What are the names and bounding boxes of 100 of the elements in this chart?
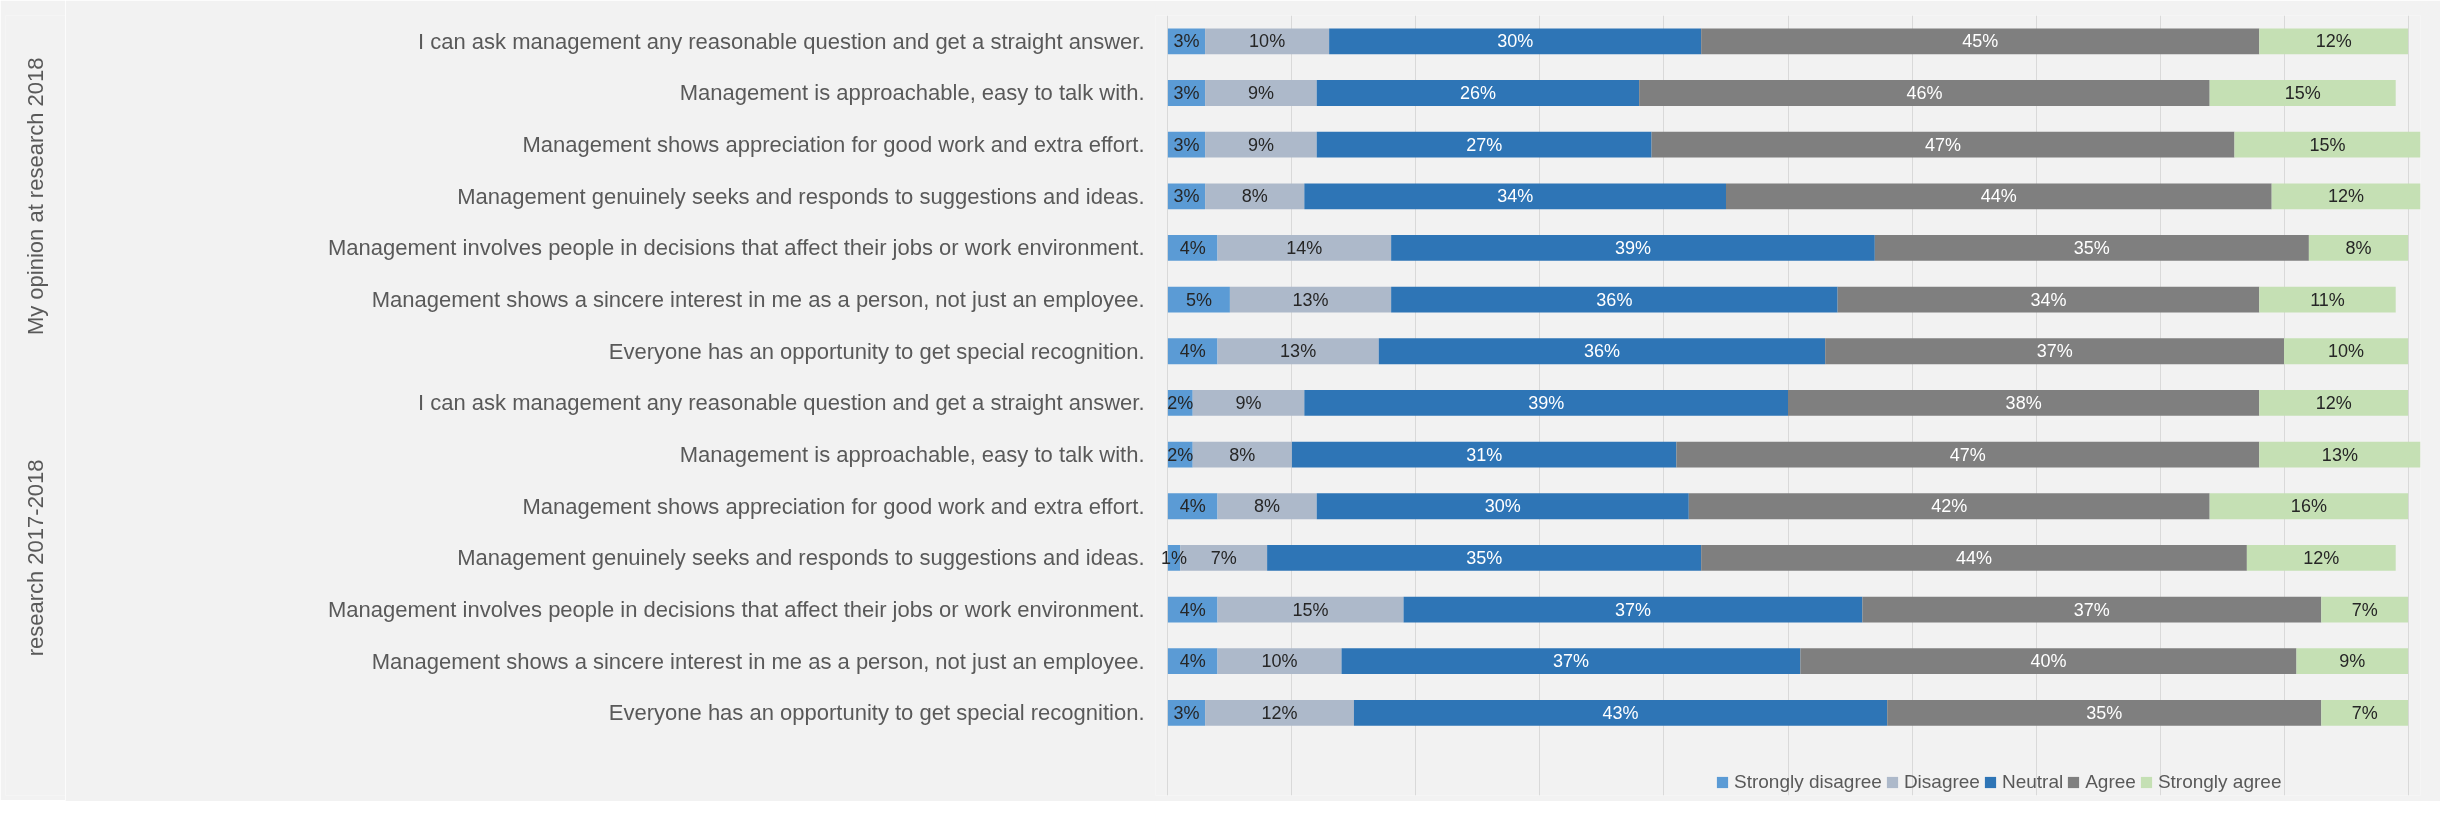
bar — [1329, 28, 1702, 55]
bar — [2246, 544, 2396, 571]
bar — [2259, 286, 2396, 313]
bar — [1316, 131, 1652, 158]
data-label: 4% — [1179, 496, 1206, 517]
bar — [1862, 596, 2322, 623]
legend-label: Disagree — [1903, 771, 1980, 793]
data-label: 38% — [2005, 392, 2042, 413]
bar — [2321, 596, 2409, 623]
bar — [1205, 131, 1317, 158]
bar — [1205, 80, 1317, 106]
bar — [1205, 183, 1305, 210]
data-label: 7% — [2351, 702, 2378, 723]
bar — [1217, 338, 1379, 365]
data-label: 4% — [1179, 341, 1206, 362]
data-label: 3% — [1173, 134, 1200, 155]
bar — [2321, 699, 2409, 726]
data-label: 42% — [1931, 496, 1968, 517]
bar — [1267, 544, 1702, 571]
data-label: 3% — [1173, 31, 1200, 52]
bar — [1217, 235, 1392, 261]
data-label: 9% — [1247, 134, 1274, 155]
data-label: 12% — [2315, 392, 2352, 413]
bar — [1391, 286, 1838, 313]
y-tick-label: Management shows a sincere interest in me as a person, not just an employee. — [371, 648, 1145, 674]
y-tick-label: Management involves people in decisions that affect their jobs or work environment. — [328, 235, 1145, 261]
data-label: 12% — [2328, 186, 2365, 207]
bar — [1837, 286, 2260, 313]
data-label: 12% — [1261, 702, 1298, 723]
data-label: 37% — [2036, 341, 2073, 362]
data-label: 15% — [1292, 599, 1329, 620]
data-label: 35% — [2086, 702, 2123, 723]
data-label: 1% — [1161, 547, 1188, 568]
data-label: 15% — [2309, 134, 2346, 155]
bar — [1639, 80, 2210, 106]
bar — [1192, 390, 1305, 416]
bar — [2296, 648, 2409, 675]
data-label: 12% — [2315, 31, 2352, 52]
data-label: 3% — [1173, 702, 1200, 723]
bar — [1378, 338, 1826, 365]
data-label: 30% — [1497, 31, 1534, 52]
data-label: 37% — [1552, 651, 1589, 672]
bar — [1229, 286, 1392, 313]
bar — [1217, 493, 1317, 520]
data-label: 34% — [1497, 186, 1534, 207]
data-label: 7% — [1210, 547, 1237, 568]
bar — [1205, 28, 1330, 55]
legend-label: Agree — [2085, 771, 2136, 793]
y-tick-label: Management is approachable, easy to talk with. — [679, 80, 1145, 106]
data-label: 5% — [1185, 289, 1212, 310]
bar — [1291, 441, 1677, 468]
bar — [1688, 493, 2210, 520]
data-label: 39% — [1528, 392, 1565, 413]
data-label: 40% — [2030, 651, 2067, 672]
data-label: 14% — [1286, 237, 1323, 258]
bar — [1316, 80, 1640, 106]
bar — [1725, 183, 2272, 210]
y-tick-label: Management genuinely seeks and responds to suggestions and ideas. — [457, 545, 1145, 571]
data-label: 39% — [1614, 237, 1651, 258]
data-label: 13% — [2321, 444, 2358, 465]
y-tick-label: Management genuinely seeks and responds to suggestions and ideas. — [457, 183, 1145, 209]
data-label: 30% — [1484, 496, 1521, 517]
bar — [1874, 235, 2309, 261]
data-label: 4% — [1179, 651, 1206, 672]
data-label: 2% — [1167, 392, 1194, 413]
legend-label: Strongly agree — [2157, 771, 2282, 793]
bar — [1217, 648, 1342, 675]
data-label: 8% — [1254, 496, 1281, 517]
data-label: 44% — [1980, 186, 2017, 207]
data-label: 31% — [1466, 444, 1503, 465]
y-tick-label: Management shows a sincere interest in me as a person, not just an employee. — [371, 287, 1145, 313]
bar — [1205, 699, 1354, 726]
data-label: 9% — [1247, 82, 1274, 103]
bar — [2284, 338, 2409, 365]
y-tick-label: Everyone has an opportunity to get special recognition. — [608, 338, 1145, 364]
data-label: 12% — [2303, 547, 2340, 568]
data-label: 46% — [1906, 82, 1943, 103]
bar — [1316, 493, 1689, 520]
bar — [1353, 699, 1888, 726]
y-tick-label: Management involves people in decisions that affect their jobs or work environment. — [328, 597, 1145, 623]
bar — [1403, 596, 1863, 623]
legend-label: Strongly disagree — [1734, 771, 1882, 793]
y-tick-label: I can ask management any reasonable question and get a straight answer. — [418, 28, 1145, 54]
data-label: 8% — [1229, 444, 1256, 465]
data-label: 43% — [1602, 702, 1639, 723]
legend-label: Neutral — [2001, 771, 2064, 793]
data-label: 44% — [1956, 547, 1993, 568]
data-label: 13% — [1280, 341, 1317, 362]
data-label: 15% — [2284, 82, 2321, 103]
data-label: 9% — [2339, 651, 2366, 672]
data-label: 8% — [2345, 237, 2372, 258]
y-tick-label: Management shows appreciation for good work and extra effort. — [522, 132, 1145, 158]
data-label: 11% — [2310, 289, 2345, 310]
data-label: 27% — [1466, 134, 1503, 155]
data-label: 26% — [1459, 82, 1496, 103]
data-label: 36% — [1596, 289, 1633, 310]
bar — [1391, 235, 1875, 261]
bar — [2259, 441, 2421, 468]
data-label: 10% — [1249, 31, 1286, 52]
data-label: 37% — [2073, 599, 2110, 620]
